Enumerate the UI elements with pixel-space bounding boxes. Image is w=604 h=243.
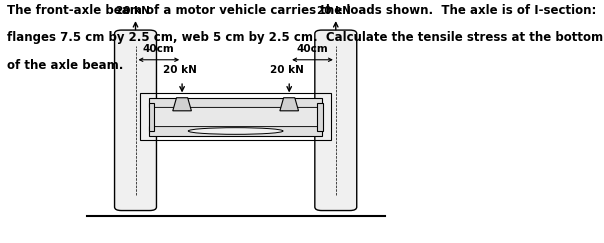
Text: 20 kN: 20 kN: [116, 6, 150, 16]
Bar: [149, 98, 322, 107]
Bar: [317, 103, 323, 131]
Bar: [149, 103, 154, 131]
FancyBboxPatch shape: [315, 30, 357, 210]
Ellipse shape: [188, 128, 283, 134]
Bar: [149, 126, 322, 136]
Text: 20 kN: 20 kN: [316, 6, 350, 16]
Text: flanges 7.5 cm by 2.5 cm, web 5 cm by 2.5 cm.  Calculate the tensile stress at t: flanges 7.5 cm by 2.5 cm, web 5 cm by 2.…: [7, 31, 603, 44]
Polygon shape: [173, 98, 191, 111]
Polygon shape: [280, 98, 298, 111]
Bar: [140, 93, 331, 140]
Text: 40cm: 40cm: [297, 44, 329, 54]
Bar: [154, 107, 317, 126]
FancyBboxPatch shape: [115, 30, 156, 210]
Text: of the axle beam.: of the axle beam.: [7, 59, 124, 72]
Text: 20 kN: 20 kN: [163, 65, 197, 75]
Text: 20 kN: 20 kN: [270, 65, 304, 75]
Text: The front-axle beam of a motor vehicle carries the loads shown.  The axle is of : The front-axle beam of a motor vehicle c…: [7, 4, 597, 17]
Text: 40cm: 40cm: [143, 44, 175, 54]
